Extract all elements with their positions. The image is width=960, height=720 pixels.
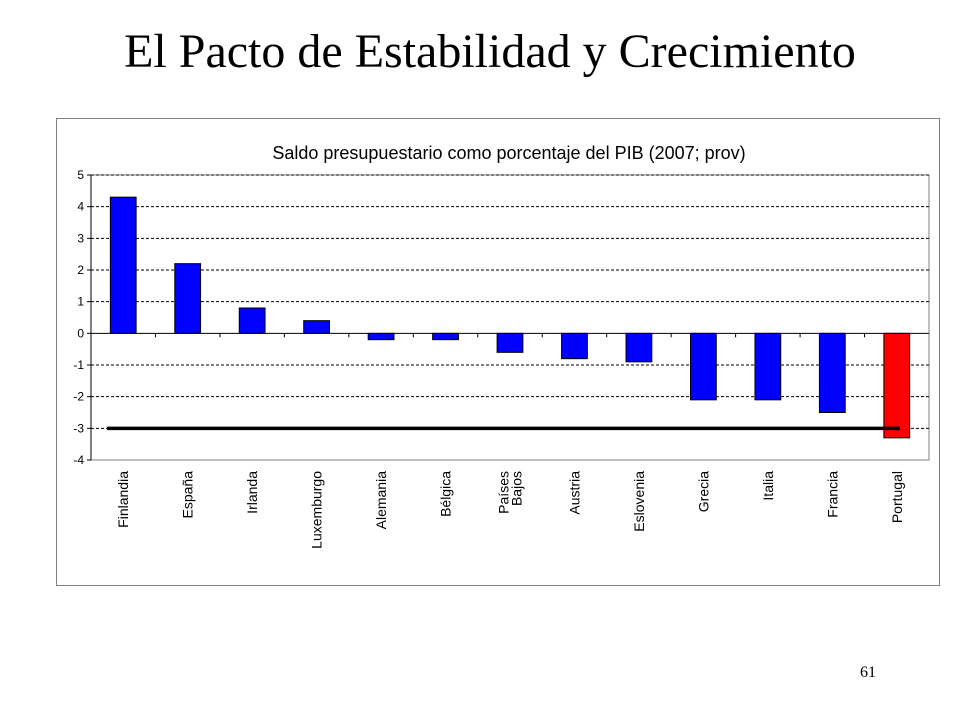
y-tick-label: -1 — [73, 358, 84, 372]
bar-alemania — [367, 332, 395, 341]
category-label-text: Finlandia — [115, 471, 131, 528]
category-label-portugal: Portugal — [889, 471, 905, 523]
category-label-text: Países — [496, 471, 512, 514]
chart-svg: Saldo presupuestario como porcentaje del… — [73, 143, 930, 549]
y-tick-label: -4 — [73, 453, 84, 467]
category-label-francia: Francia — [824, 471, 840, 518]
category-label-text: Grecia — [695, 471, 711, 512]
plot-area — [90, 174, 930, 461]
axis-layer: 5 4 3 2 1 0 -1 -2 -3 -4 — [73, 168, 929, 467]
bars-layer — [109, 196, 911, 439]
bar-luxemburgo — [303, 320, 331, 334]
category-label-austria: Austria — [566, 471, 582, 515]
y-tick-label: 0 — [77, 326, 84, 340]
y-tick-label: 2 — [77, 263, 84, 277]
category-label-layer: Finlandia España Irlanda Luxemburgo Alemania… — [115, 471, 905, 549]
y-tick-label: 3 — [77, 231, 84, 245]
category-label-eslovenia: Eslovenia — [631, 471, 647, 532]
category-label-text: España — [180, 471, 196, 519]
category-label-text: Francia — [824, 471, 840, 518]
page-number: 61 — [860, 664, 876, 681]
category-label-bélgica: Bélgica — [438, 471, 454, 517]
grid-layer — [90, 174, 930, 461]
y-tick-label: 4 — [77, 200, 84, 214]
category-label-text: Irlanda — [244, 471, 260, 514]
category-label-españa: España — [180, 471, 196, 519]
category-label-irlanda: Irlanda — [244, 471, 260, 514]
category-label-finlandia: Finlandia — [115, 471, 131, 528]
bar-países-bajos — [496, 332, 524, 353]
bar-francia — [818, 332, 846, 413]
category-label-text: Bélgica — [438, 471, 454, 517]
category-label-text: Austria — [566, 471, 582, 515]
bar-portugal — [883, 332, 911, 439]
bar-bélgica — [432, 332, 459, 341]
category-label-luxemburgo: Luxemburgo — [309, 471, 325, 549]
bar-eslovenia — [625, 332, 653, 363]
category-label-grecia: Grecia — [695, 471, 711, 512]
y-tick-label: -3 — [73, 421, 84, 435]
chart-frame: Saldo presupuestario como porcentaje del… — [56, 118, 940, 586]
category-label-text: Luxemburgo — [309, 471, 325, 549]
category-label-text: Portugal — [889, 471, 905, 523]
category-label-alemania: Alemania — [373, 471, 389, 530]
category-label-italia: Italia — [760, 471, 776, 501]
bar-italia — [754, 332, 782, 401]
bar-grecia — [689, 332, 717, 401]
chart-title: Saldo presupuestario como porcentaje del… — [272, 143, 745, 163]
category-label-text: Eslovenia — [631, 471, 647, 532]
bar-españa — [174, 263, 202, 334]
bar-irlanda — [238, 307, 266, 334]
bar-finlandia — [109, 196, 137, 334]
bar-austria — [561, 332, 588, 360]
category-label-text: Bajos — [509, 471, 525, 506]
y-tick-label: 5 — [77, 168, 84, 182]
category-label-text: Alemania — [373, 471, 389, 530]
category-label-text: Italia — [760, 471, 776, 501]
y-tick-label: -2 — [73, 390, 84, 404]
y-tick-label: 1 — [77, 295, 84, 309]
slide-title: El Pacto de Estabilidad y Crecimiento — [124, 25, 856, 78]
